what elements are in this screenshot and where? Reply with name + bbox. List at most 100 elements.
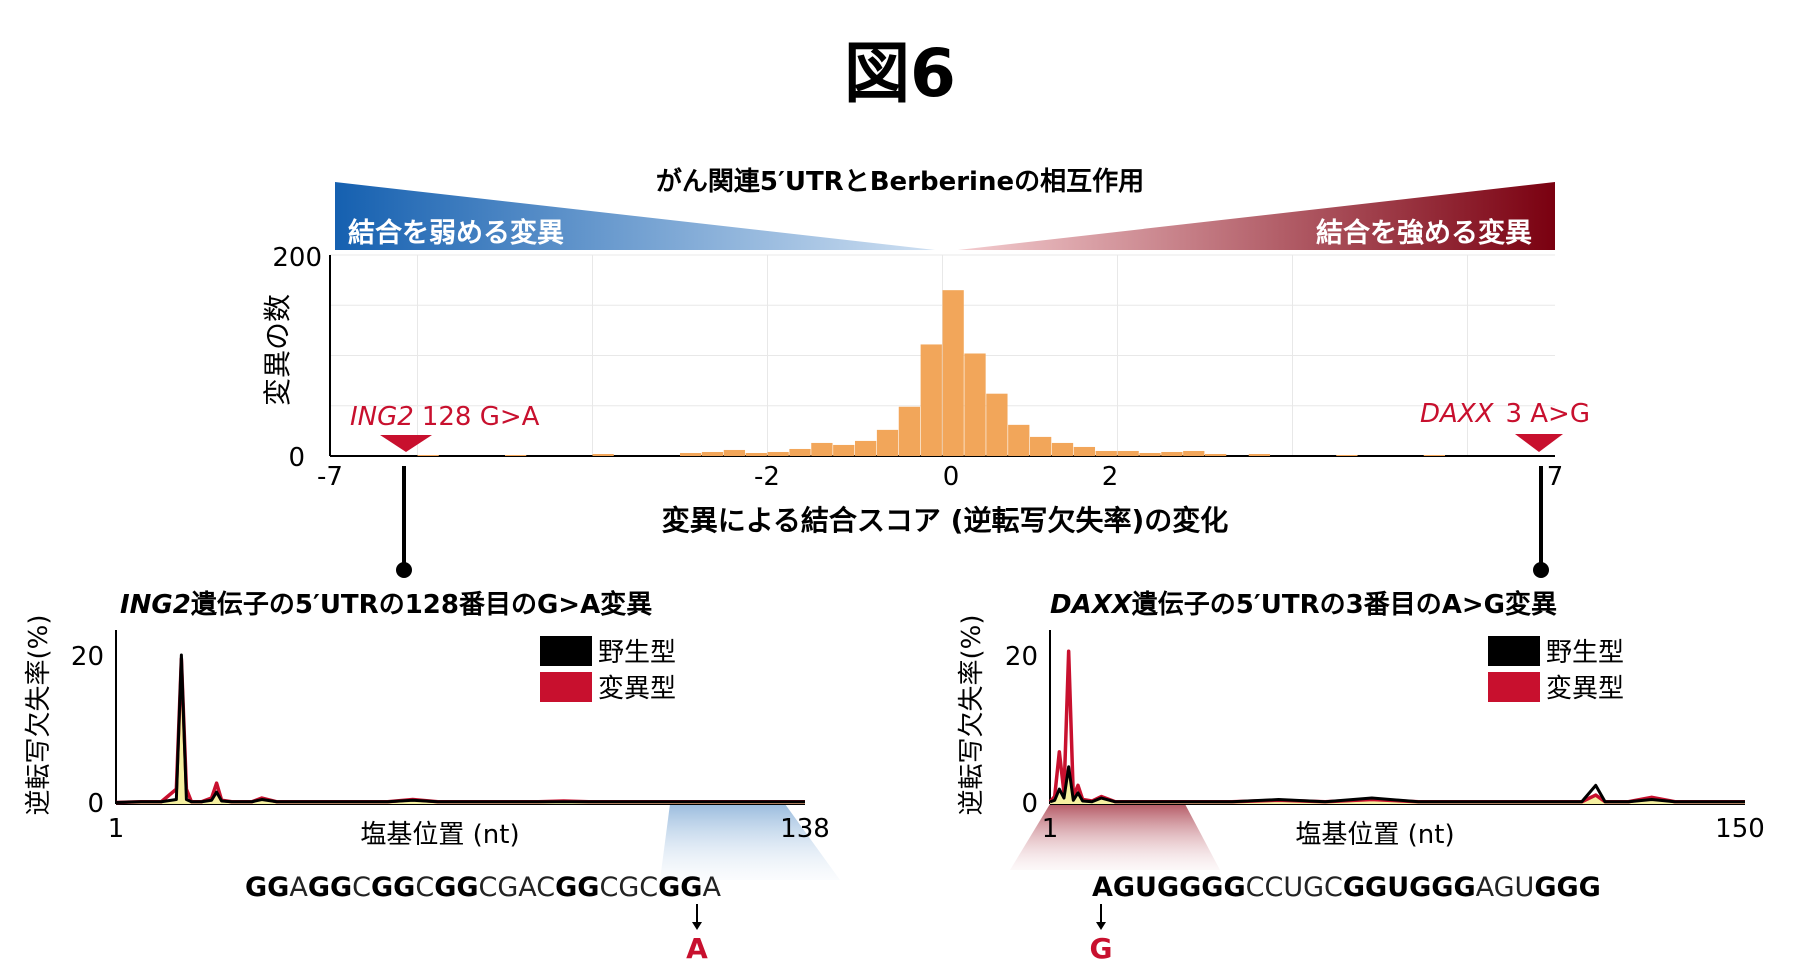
histogram-bar: [1205, 453, 1227, 456]
histogram-chart: 200 0 -7 -2 0 2 7 変異の数 変異による結合スコア (逆転写欠失…: [261, 243, 1590, 578]
panel-ing2-title-gene: ING2: [120, 590, 191, 620]
histogram-bar: [1117, 450, 1139, 456]
sequence-segment: GG: [658, 872, 702, 903]
daxx-x-tick-150: 150: [1715, 814, 1765, 844]
daxx-x-label: 塩基位置 (nt): [1295, 820, 1454, 850]
ing2-legend-mut-swatch: [540, 672, 592, 702]
daxx-y-label: 逆転写欠失率(%): [957, 615, 987, 816]
histogram-bars: [417, 290, 1446, 456]
histogram-bar: [986, 393, 1008, 456]
sequence-segment: C: [352, 872, 371, 903]
ing2-legend-wt-label: 野生型: [598, 638, 676, 668]
annotation-ing2-gene: ING2: [350, 402, 414, 432]
daxx-mutation-arrowhead: [1096, 922, 1106, 930]
daxx-marker-triangle: [1515, 434, 1563, 452]
histogram-bar: [833, 444, 855, 456]
daxx-y-tick-20: 20: [1005, 642, 1038, 672]
ing2-trace-lines: [115, 653, 805, 805]
panel-daxx: DAXX遺伝子の5′UTRの3番目のA>G変異 20 0 1 150 塩基位置 …: [957, 589, 1765, 965]
annotation-daxx-mutation: 3 A>G: [1505, 399, 1590, 429]
sequence-segment: GGG: [1534, 872, 1601, 903]
sequence-segment: GG: [555, 872, 599, 903]
daxx-legend-wt-swatch: [1488, 636, 1540, 666]
ing2-legend-wt-swatch: [540, 636, 592, 666]
histogram-bar: [920, 344, 942, 456]
daxx-x-tick-1: 1: [1042, 814, 1059, 844]
hist-x-tick-7: 7: [1547, 462, 1564, 492]
histogram-bar: [1161, 451, 1183, 456]
banner-left-wedge: [335, 182, 935, 250]
histogram-bar: [723, 449, 746, 456]
histogram-bar: [1183, 450, 1205, 456]
daxx-legend-mut-label: 変異型: [1546, 674, 1624, 704]
annotation-daxx: DAXX 3 A>G: [1420, 399, 1590, 429]
histogram-bar: [942, 290, 964, 456]
histogram-bar: [1008, 424, 1030, 456]
sequence-segment: GGUGGG: [1343, 872, 1476, 903]
histogram-bar: [417, 454, 439, 456]
daxx-zoom-fan: [1010, 804, 1220, 870]
hist-y-tick-200: 200: [272, 243, 322, 273]
sequence-segment: GG: [434, 872, 478, 903]
panel-ing2-title: ING2遺伝子の5′UTRの128番目のG>A変異: [120, 589, 652, 620]
sequence-segment: A: [702, 872, 721, 903]
mutant-series-line: [1048, 649, 1745, 804]
ing2-connector-dot: [396, 562, 412, 578]
sequence-segment: C: [415, 872, 434, 903]
hist-x-tick-minus7: -7: [317, 462, 343, 492]
histogram-bar: [1336, 454, 1358, 456]
ing2-y-label: 逆転写欠失率(%): [24, 615, 54, 816]
panel-ing2: ING2遺伝子の5′UTRの128番目のG>A変異 20 0 1 138 塩基位…: [24, 589, 840, 965]
sequence-segment: A: [289, 872, 308, 903]
annotation-ing2: ING2 128 G>A: [350, 402, 540, 432]
ing2-zoom-fan: [660, 804, 840, 880]
wildtype-series-line: [115, 653, 805, 805]
figure-title: 図6: [844, 35, 956, 112]
histogram-bar: [1095, 450, 1117, 456]
overlap-area: [116, 658, 805, 804]
daxx-legend-mut-swatch: [1488, 672, 1540, 702]
histogram-bar: [1030, 436, 1052, 456]
histogram-bar: [680, 452, 702, 456]
histogram-bar: [876, 429, 899, 456]
wildtype-series-line: [1049, 765, 1745, 804]
daxx-legend-wt-label: 野生型: [1546, 638, 1624, 668]
annotation-ing2-mutation: 128 G>A: [422, 402, 540, 432]
sequence-segment: CGAC: [479, 872, 556, 903]
hist-x-label: 変異による結合スコア (逆転写欠失率)の変化: [662, 504, 1229, 537]
panel-daxx-title-rest: 遺伝子の5′UTRの3番目のA>G変異: [1132, 589, 1557, 620]
panel-daxx-title-gene: DAXX: [1050, 590, 1134, 620]
banner-title: がん関連5′UTRとBerberineの相互作用: [656, 166, 1144, 197]
histogram-bar: [1073, 446, 1096, 456]
histogram-bar: [505, 454, 527, 456]
hist-y-label: 変異の数: [261, 294, 294, 406]
annotation-daxx-gene: DAXX: [1420, 399, 1495, 429]
sequence-segment: GG: [371, 872, 415, 903]
histogram-bar: [1248, 453, 1271, 456]
sequence-segment: GG: [245, 872, 289, 903]
sequence-segment: AGUGGGG: [1092, 872, 1246, 903]
hist-x-tick-minus2: -2: [754, 462, 780, 492]
banner-left-label: 結合を弱める変異: [348, 217, 564, 249]
ing2-x-tick-1: 1: [108, 814, 125, 844]
histogram-bar: [789, 448, 811, 456]
histogram-bar: [1423, 454, 1446, 456]
daxx-connector-dot: [1533, 562, 1549, 578]
daxx-mutation-base: G: [1090, 932, 1113, 965]
sequence-segment: GG: [308, 872, 352, 903]
histogram-bar: [1139, 452, 1161, 456]
ing2-marker-triangle: [380, 435, 432, 452]
ing2-legend-mut-label: 変異型: [598, 674, 676, 704]
ing2-mutation-arrowhead: [692, 922, 702, 930]
histogram-bar: [855, 440, 877, 456]
sequence-segment: CCUGC: [1246, 872, 1343, 903]
ing2-mutation-base: A: [686, 932, 708, 965]
ing2-x-label: 塩基位置 (nt): [360, 820, 519, 850]
mutant-series-line: [115, 656, 805, 805]
daxx-trace-lines: [1048, 649, 1745, 804]
histogram-bar: [1051, 442, 1074, 456]
banner-right-label: 結合を強める変異: [1316, 217, 1532, 249]
histogram-bar: [592, 453, 614, 456]
ing2-y-tick-20: 20: [71, 642, 104, 672]
